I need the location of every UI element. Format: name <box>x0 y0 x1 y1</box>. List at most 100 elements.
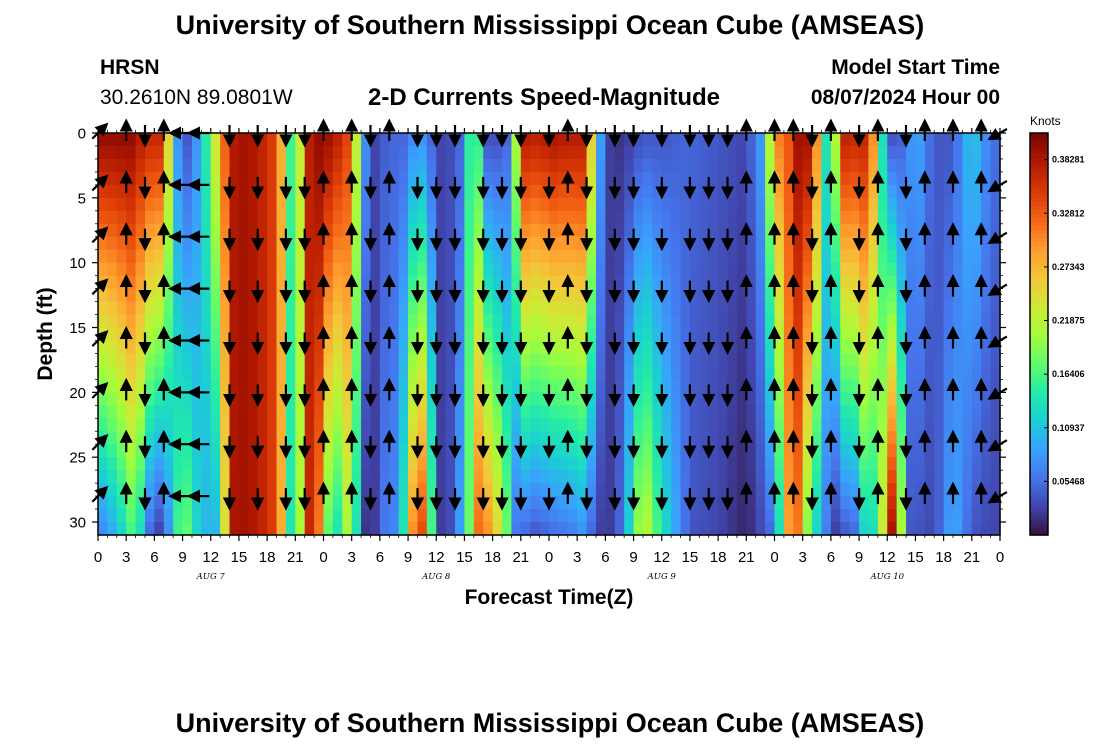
colorbar-segment <box>1030 261 1048 267</box>
heatmap-cell <box>361 197 372 212</box>
heatmap-cell <box>802 275 813 290</box>
colorbar-segment <box>1030 277 1048 283</box>
heatmap-cell <box>812 262 823 277</box>
heatmap-cell <box>633 405 644 419</box>
heatmap-cell <box>924 418 935 432</box>
heatmap-cell <box>549 470 559 484</box>
heatmap-cell <box>549 444 559 458</box>
heatmap-cell <box>605 379 616 393</box>
heatmap-cell <box>295 431 306 445</box>
heatmap-cell <box>389 522 400 536</box>
colorbar-segment <box>1030 329 1048 335</box>
heatmap-cell <box>530 223 541 238</box>
heatmap-cell <box>830 236 841 251</box>
heatmap-cell <box>126 223 137 238</box>
heatmap-cell <box>304 392 315 406</box>
heatmap-cell <box>248 522 259 536</box>
heatmap-cell <box>182 184 193 199</box>
heatmap-cell <box>934 405 945 419</box>
heatmap-cell <box>924 496 935 510</box>
heatmap-cell <box>379 392 390 406</box>
heatmap-cell <box>859 483 870 497</box>
heatmap-cell <box>276 210 287 225</box>
heatmap-cell <box>633 340 644 355</box>
heatmap-cell <box>971 340 982 355</box>
heatmap-cell <box>220 171 231 186</box>
heatmap-cell <box>586 418 597 432</box>
heatmap-cell <box>276 431 287 445</box>
heatmap-cell <box>906 249 917 264</box>
heatmap-cell <box>567 314 578 329</box>
heatmap-cell <box>314 145 325 160</box>
heatmap-cell <box>455 431 466 445</box>
heatmap-cell <box>248 353 259 368</box>
heatmap-cell <box>520 353 531 368</box>
heatmap-cell <box>652 522 663 536</box>
heatmap-cell <box>962 262 973 277</box>
heatmap-cell <box>652 366 663 380</box>
current-vectors <box>91 118 1008 511</box>
heatmap-cell <box>163 275 174 290</box>
heatmap-cell <box>445 379 456 393</box>
heatmap-cell <box>934 379 945 393</box>
heatmap-cell <box>577 275 588 290</box>
heatmap-cell <box>868 288 879 303</box>
heatmap-cell <box>417 133 428 147</box>
heatmap-cell <box>934 509 945 523</box>
heatmap-cell <box>887 133 898 147</box>
heatmap-cell <box>661 418 672 432</box>
heatmap-cell <box>558 236 569 251</box>
heatmap-cell <box>464 145 475 160</box>
heatmap-cell <box>689 197 700 212</box>
heatmap-cell <box>295 509 306 523</box>
heatmap-cell <box>971 133 982 147</box>
heatmap-cell <box>896 197 907 212</box>
heatmap-cell <box>840 262 851 277</box>
heatmap-cell <box>708 184 719 199</box>
heatmap-cell <box>285 496 296 510</box>
x-tick-label: 18 <box>484 549 501 566</box>
heatmap-cell <box>314 340 325 355</box>
heatmap-cell <box>182 133 193 147</box>
heatmap-cell <box>736 392 747 406</box>
heatmap-cell <box>689 431 700 445</box>
heatmap-cell <box>323 210 334 225</box>
colorbar-segment <box>1030 165 1048 170</box>
heatmap-cell <box>549 223 559 238</box>
heatmap-cell <box>220 301 231 316</box>
heatmap-cell <box>915 522 926 536</box>
heatmap-cell <box>257 314 268 329</box>
heatmap-cell <box>718 353 729 368</box>
heatmap-cell <box>586 470 597 484</box>
x-tick-label: 15 <box>682 549 699 566</box>
heatmap-cell <box>257 522 268 536</box>
heatmap-cell <box>295 275 306 290</box>
heatmap-cell <box>351 431 362 445</box>
colorbar-segment <box>1030 209 1048 214</box>
heatmap-cell <box>107 483 118 497</box>
heatmap-cell <box>896 262 907 277</box>
heatmap-cell <box>257 133 268 147</box>
heatmap-cell <box>652 470 663 484</box>
heatmap-cell <box>342 366 353 380</box>
heatmap-cell <box>370 496 381 510</box>
heatmap-cell <box>511 431 522 445</box>
heatmap-cell <box>830 171 841 186</box>
heatmap-cell <box>812 457 823 471</box>
heatmap-cell <box>642 158 653 173</box>
y-tick-label: 25 <box>69 450 86 467</box>
heatmap-cell <box>793 133 804 147</box>
heatmap-cell <box>389 210 400 225</box>
heatmap-cell <box>595 431 606 445</box>
heatmap-cell <box>953 210 964 225</box>
heatmap-cell <box>586 275 597 290</box>
heatmap-cell <box>539 275 550 290</box>
heatmap-cell <box>304 470 315 484</box>
heatmap-cell <box>802 418 813 432</box>
heatmap-cell <box>680 431 691 445</box>
heatmap-cell <box>577 418 588 432</box>
heatmap-cell <box>323 275 334 290</box>
heatmap-cell <box>98 418 108 432</box>
heatmap-cell <box>379 314 390 329</box>
heatmap-cell <box>906 236 917 251</box>
